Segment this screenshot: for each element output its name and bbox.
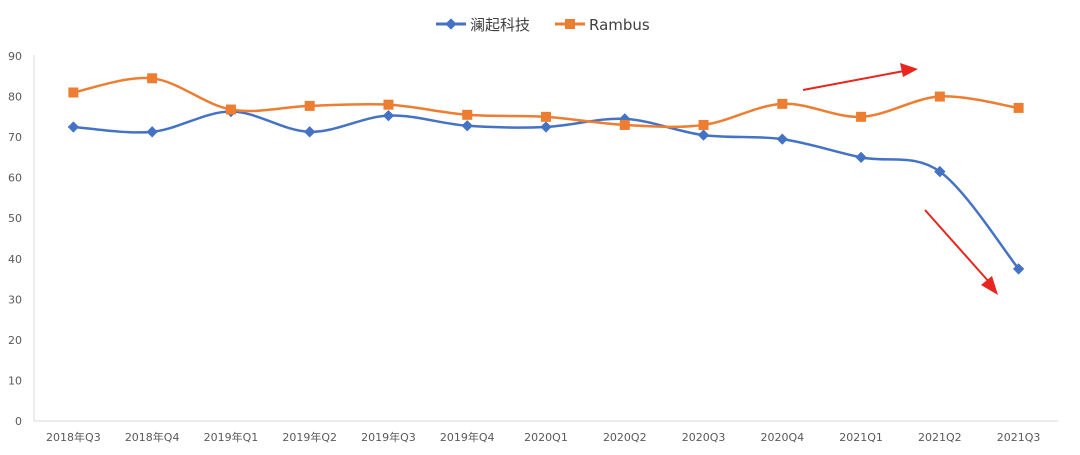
x-tick-label: 2021Q1 [839, 431, 883, 444]
x-tick-label: 2020Q4 [760, 431, 804, 444]
arrow-down-head [981, 276, 998, 295]
data-point [68, 87, 79, 98]
y-tick-label: 80 [8, 91, 22, 104]
data-point [462, 109, 473, 120]
data-point [304, 100, 315, 111]
y-axis-ticks: 0 10 20 30 40 50 60 70 80 90 [8, 50, 22, 428]
legend-label-series-1: 澜起科技 [470, 16, 530, 34]
x-tick-label: 2020Q3 [682, 431, 726, 444]
data-point [304, 126, 316, 138]
data-point [146, 126, 158, 138]
data-point [856, 111, 867, 122]
x-tick-label: 2018年Q4 [125, 430, 180, 444]
x-tick-label: 2021Q2 [918, 431, 962, 444]
data-point [619, 119, 630, 130]
arrow-up-head [900, 63, 918, 77]
annotation-arrow-up [802, 63, 918, 91]
data-point [1013, 102, 1024, 113]
y-tick-label: 30 [8, 293, 22, 306]
legend-marker-series-2 [565, 19, 575, 29]
data-point [697, 129, 710, 141]
y-tick-label: 60 [8, 172, 22, 185]
data-point [855, 151, 867, 164]
arrow-down-shaft [924, 209, 991, 284]
annotation-arrow-down [924, 209, 998, 295]
y-tick-label: 20 [8, 334, 22, 347]
series-layer [67, 73, 1025, 275]
legend: 澜起科技 Rambus [436, 16, 650, 34]
x-tick-label: 2020Q1 [524, 431, 568, 444]
series-2 [68, 73, 1024, 130]
y-tick-label: 50 [8, 212, 22, 225]
x-tick-label: 2018年Q3 [46, 430, 101, 444]
x-tick-label: 2019年Q4 [440, 430, 495, 444]
x-axis-ticks: 2018年Q3 2018年Q4 2019年Q1 2019年Q2 2019年Q3 2019年… [46, 430, 1040, 444]
data-point [698, 119, 709, 130]
data-point [1012, 263, 1025, 275]
x-tick-label: 2019年Q2 [282, 430, 337, 444]
y-tick-label: 10 [8, 374, 22, 387]
data-point [777, 98, 788, 109]
data-point [541, 111, 551, 122]
arrow-up-shaft [802, 70, 905, 91]
y-tick-label: 90 [8, 50, 22, 63]
data-point [225, 104, 236, 115]
y-tick-label: 40 [8, 253, 22, 266]
y-tick-label: 0 [15, 415, 22, 428]
x-tick-label: 2019年Q1 [204, 430, 259, 444]
data-point [383, 99, 394, 110]
legend-label-series-2: Rambus [589, 16, 650, 34]
data-point [147, 73, 158, 84]
x-tick-label: 2020Q2 [603, 431, 647, 444]
data-point [934, 165, 946, 178]
data-point [934, 91, 945, 102]
legend-item-series-2: Rambus [555, 16, 650, 34]
x-tick-label: 2019年Q3 [361, 430, 416, 444]
y-tick-label: 70 [8, 131, 22, 144]
data-point [776, 133, 788, 145]
x-tick-label: 2021Q3 [997, 431, 1041, 444]
